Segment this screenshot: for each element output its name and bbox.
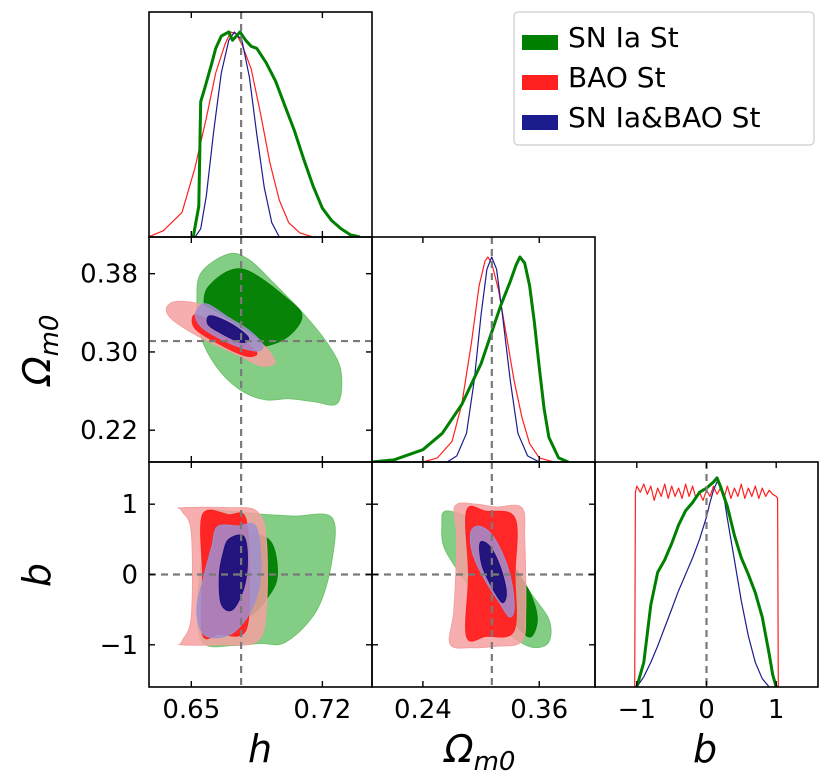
panels-layer	[148, 11, 819, 688]
pdf-curve-bao-st	[149, 31, 314, 237]
y-tick-label: 0.38	[80, 260, 138, 290]
x-axis-label-om-main: Ω	[443, 727, 474, 771]
x-tick-label: 0	[698, 695, 715, 725]
legend-frame	[513, 11, 815, 146]
labels-layer: 0.65 0.72 0.24 0.36 −1 0 1 0.38 0.30 0.22 1 0 −1 h Ωm0…	[15, 260, 784, 777]
y-tick-label: 1	[121, 490, 138, 520]
y-tick-label: −1	[100, 631, 138, 661]
pdf-curve-sn-ia-st	[372, 255, 569, 462]
legend-label: SN Ia&BAO St	[568, 101, 760, 134]
y-axis-label-om-sub: m0	[35, 315, 65, 357]
y-tick-label: 0.30	[80, 338, 138, 368]
pdf-curve-sn-ia-st	[635, 476, 778, 687]
x-tick-label: 0.24	[394, 695, 452, 725]
x-tick-label: 0.72	[293, 695, 351, 725]
h-om-panel	[165, 252, 343, 406]
pdf-curve-sn-ia-st	[191, 30, 361, 237]
y-axis-label-om-main: Ω	[15, 356, 59, 387]
x-axis-label-om-sub: m0	[474, 747, 516, 777]
x-tick-label: 0.65	[162, 695, 220, 725]
legend-swatch	[522, 115, 558, 130]
pdf-curve-sn-ia-bao-st	[636, 481, 770, 687]
x-axis-label-om: Ωm0	[443, 727, 516, 777]
x-tick-label: 1	[768, 695, 785, 725]
pdf-curve-sn-ia-bao-st	[194, 31, 280, 237]
legend: SN Ia St BAO St SN Ia&BAO St	[513, 11, 815, 146]
legend-label: SN Ia St	[568, 21, 679, 54]
om-marginal-panel	[372, 255, 569, 462]
x-tick-label: −1	[618, 695, 656, 725]
legend-swatch	[522, 35, 558, 50]
om-b-panel	[441, 502, 552, 649]
h-marginal-frame	[148, 11, 373, 238]
h-b-panel	[177, 506, 336, 648]
legend-label: BAO St	[568, 61, 666, 94]
y-tick-label: 0.22	[80, 416, 138, 446]
x-axis-label-h: h	[248, 727, 272, 771]
y-axis-label-om: Ωm0	[15, 315, 65, 388]
h-marginal-panel	[149, 30, 361, 237]
pdf-curve-sn-ia-bao-st	[446, 256, 540, 462]
x-axis-label-b: b	[693, 727, 717, 771]
b-marginal-frame	[594, 461, 819, 688]
y-axis-label-b: b	[15, 563, 59, 587]
y-tick-label: 0	[121, 561, 138, 591]
x-tick-label: 0.36	[510, 695, 568, 725]
om-marginal-frame	[371, 236, 596, 463]
pdf-curve-bao-st	[422, 256, 554, 462]
contour-1sigma-sn-ia-bao-st	[218, 534, 249, 612]
legend-swatch	[522, 75, 558, 90]
